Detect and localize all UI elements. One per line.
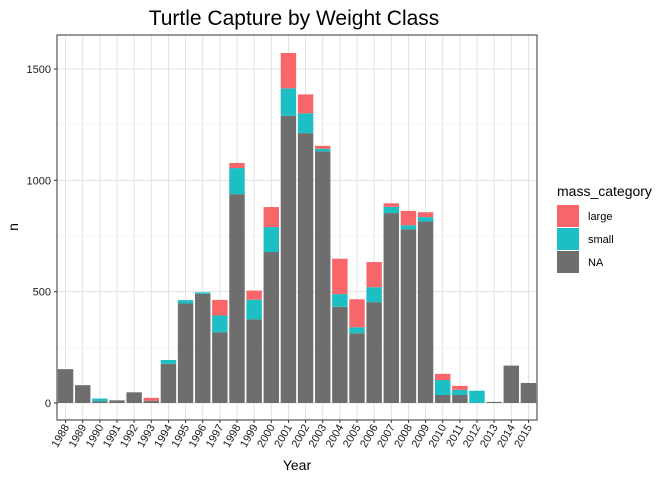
x-axis-title: Year	[283, 457, 312, 473]
legend-label-small: small	[588, 234, 614, 246]
bar-segment-na-2009	[417, 221, 434, 403]
bar-segment-na-2007	[383, 213, 399, 403]
bar-segment-small-2008	[400, 225, 417, 230]
bar-segment-large-2009	[417, 212, 434, 218]
x-axis: 1988198919901991199219931994199519961997…	[50, 420, 535, 450]
bar-segment-large-1999	[246, 290, 262, 300]
bar-segment-small-1999	[246, 299, 262, 320]
bar-segment-small-2005	[349, 327, 365, 334]
legend-label-na: NA	[588, 257, 604, 269]
bar-segment-small-1995	[177, 300, 194, 304]
bar-segment-na-2014	[503, 365, 519, 403]
panel-background	[57, 35, 537, 420]
bar-segment-small-1994	[160, 360, 177, 364]
bar-segment-small-1997	[212, 315, 228, 333]
bar-segment-na-2000	[263, 252, 279, 403]
bar-segment-na-2001	[280, 115, 297, 403]
bar-segment-small-2010	[435, 380, 451, 395]
bar-segment-small-1996	[195, 292, 211, 294]
bar-segment-large-2000	[263, 207, 279, 228]
legend-key-small	[557, 228, 579, 250]
legend-title: mass_category	[557, 183, 652, 199]
y-tick-label: 1500	[27, 64, 51, 76]
bar-segment-large-2011	[452, 385, 468, 390]
bar-segment-na-2006	[366, 302, 382, 403]
bar-segment-small-2003	[315, 148, 331, 152]
bar-segment-na-1988	[57, 369, 74, 403]
bars-layer	[57, 52, 537, 404]
bar-segment-large-1997	[212, 299, 228, 316]
legend-label-large: large	[588, 211, 612, 223]
bar-segment-na-1997	[212, 332, 228, 403]
y-tick-label: 1000	[27, 175, 51, 187]
chart-title: Turtle Capture by Weight Class	[149, 7, 440, 30]
bar-segment-na-2015	[520, 382, 537, 403]
bar-segment-na-2005	[349, 333, 365, 403]
bar-segment-na-1991	[109, 400, 125, 403]
bar-segment-small-2011	[452, 389, 468, 395]
bar-segment-na-1994	[160, 363, 177, 403]
bar-segment-large-2007	[383, 203, 399, 207]
plot-panel	[57, 35, 537, 420]
y-tick-label: 500	[33, 287, 51, 299]
bar-segment-na-2003	[315, 151, 331, 403]
bar-segment-large-2010	[435, 373, 451, 381]
panel-frame	[56, 34, 538, 421]
bar-segment-small-2004	[332, 294, 348, 307]
bar-segment-small-2009	[417, 217, 434, 222]
x-tick-label: 2015	[512, 423, 535, 450]
y-axis-title: n	[5, 223, 21, 231]
bar-segment-small-2006	[366, 287, 382, 303]
bar-segment-na-2010	[435, 394, 451, 403]
y-tick-label: 0	[45, 398, 51, 410]
legend-key-na	[557, 251, 579, 273]
bar-segment-large-2003	[315, 145, 331, 149]
bar-segment-na-2004	[332, 306, 348, 403]
bar-segment-large-2004	[332, 258, 348, 295]
bar-segment-large-2008	[400, 210, 417, 226]
bar-segment-na-2008	[400, 229, 417, 403]
legend: mass_category large small NA	[557, 183, 652, 273]
bar-segment-small-2007	[383, 206, 399, 214]
y-axis: 0 500 1000 1500	[27, 64, 57, 410]
bar-segment-large-2006	[366, 262, 382, 288]
bar-segment-na-1992	[126, 392, 142, 403]
bar-segment-large-2001	[280, 52, 297, 89]
bar-segment-na-2002	[297, 133, 314, 404]
bar-segment-large-1998	[229, 162, 245, 169]
x-tick-label: 2010	[427, 423, 450, 450]
bar-segment-na-1995	[177, 303, 194, 403]
bar-segment-large-2005	[349, 299, 365, 328]
bar-segment-na-1996	[195, 293, 211, 403]
bar-segment-na-1998	[229, 194, 245, 403]
bar-segment-na-2011	[452, 394, 468, 403]
bar-segment-large-1993	[143, 397, 159, 401]
bar-segment-large-2002	[297, 94, 314, 114]
panel-border	[56, 34, 538, 421]
bar-segment-na-1990	[92, 401, 108, 403]
bar-segment-small-2001	[280, 88, 297, 116]
bar-segment-small-1990	[92, 398, 108, 402]
bar-segment-small-2002	[297, 113, 314, 134]
bar-segment-na-1993	[143, 400, 159, 403]
bar-segment-na-2013	[486, 401, 502, 403]
bar-segment-na-1989	[75, 385, 91, 403]
bar-segment-small-1998	[229, 168, 245, 195]
bar-segment-small-2000	[263, 227, 279, 253]
legend-key-large	[557, 205, 579, 227]
bar-segment-small-2012	[469, 390, 485, 403]
bar-segment-na-1999	[246, 319, 262, 403]
